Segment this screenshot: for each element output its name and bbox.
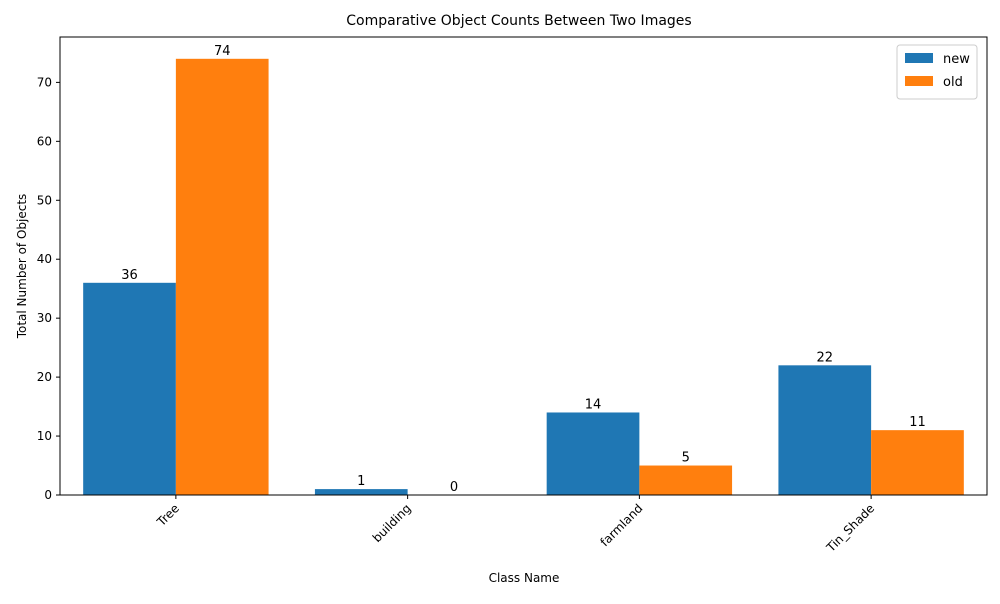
bar-new-farmland bbox=[546, 412, 640, 495]
legend: new old bbox=[896, 44, 978, 100]
y-tick-label: 60 bbox=[37, 134, 52, 148]
data-label-old-Tree: 74 bbox=[214, 44, 231, 59]
plot-frame bbox=[59, 36, 988, 496]
data-label-new-farmland: 14 bbox=[585, 397, 602, 412]
y-tick-label: 20 bbox=[37, 370, 52, 384]
bar-old-farmland bbox=[639, 465, 733, 495]
chart-title: Comparative Object Counts Between Two Im… bbox=[346, 13, 691, 29]
x-tick-label-building: building bbox=[370, 501, 414, 545]
data-label-new-Tree: 36 bbox=[121, 268, 138, 283]
legend-label-new: new bbox=[943, 52, 970, 67]
legend-swatch-new bbox=[905, 53, 933, 63]
y-tick-label: 50 bbox=[37, 193, 52, 207]
bar-old-Tin_Shade bbox=[871, 430, 964, 495]
bar-new-Tree bbox=[83, 282, 176, 495]
data-label-old-building: 0 bbox=[450, 480, 458, 495]
y-axis-label: Total Number of Objects bbox=[15, 194, 29, 340]
x-tick-label-Tree: Tree bbox=[154, 501, 182, 529]
x-axis-label: Class Name bbox=[489, 571, 560, 585]
x-tick-label-farmland: farmland bbox=[597, 501, 645, 549]
legend-swatch-old bbox=[905, 76, 933, 86]
x-tick-label-Tin_Shade: Tin_Shade bbox=[823, 501, 877, 555]
y-tick-label: 40 bbox=[37, 252, 52, 266]
y-tick-label: 70 bbox=[37, 75, 52, 89]
bar-old-Tree bbox=[175, 58, 269, 496]
legend-label-old: old bbox=[943, 75, 963, 90]
y-tick-label: 10 bbox=[37, 429, 52, 443]
y-tick-label: 0 bbox=[44, 488, 52, 502]
bar-new-Tin_Shade bbox=[778, 365, 872, 495]
data-label-old-Tin_Shade: 11 bbox=[909, 415, 926, 430]
bar-new-building bbox=[314, 489, 408, 495]
data-label-old-farmland: 5 bbox=[682, 451, 690, 466]
y-tick-label: 30 bbox=[37, 311, 52, 325]
data-label-new-building: 1 bbox=[357, 474, 365, 489]
data-label-new-Tin_Shade: 22 bbox=[817, 350, 834, 365]
